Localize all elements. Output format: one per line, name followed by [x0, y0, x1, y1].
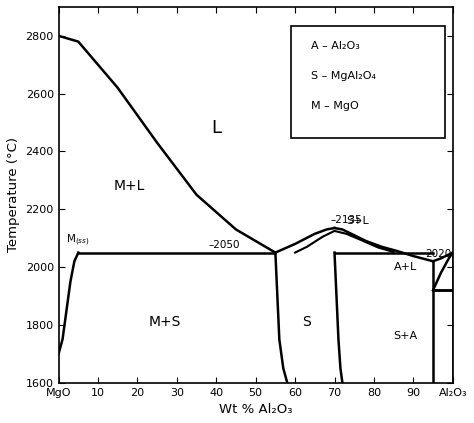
FancyBboxPatch shape: [291, 26, 445, 138]
Text: M – MgO: M – MgO: [311, 101, 359, 111]
Text: S+L: S+L: [346, 216, 369, 226]
Text: M$_{(ss)}$: M$_{(ss)}$: [66, 233, 90, 248]
X-axis label: Wt % Al₂O₃: Wt % Al₂O₃: [219, 403, 292, 416]
Text: M+S: M+S: [149, 315, 181, 329]
Text: A – Al₂O₃: A – Al₂O₃: [311, 41, 360, 51]
Text: A+L: A+L: [394, 262, 417, 272]
Text: M+L: M+L: [114, 179, 145, 193]
Text: –2050: –2050: [209, 240, 240, 250]
Text: –2135: –2135: [330, 215, 362, 225]
Text: S+A: S+A: [393, 331, 418, 341]
Text: S – MgAl₂O₄: S – MgAl₂O₄: [311, 71, 376, 81]
Y-axis label: Temperature (°C): Temperature (°C): [7, 137, 20, 252]
Text: 2020: 2020: [425, 249, 451, 259]
Text: L: L: [211, 119, 221, 137]
Text: S: S: [302, 315, 311, 329]
